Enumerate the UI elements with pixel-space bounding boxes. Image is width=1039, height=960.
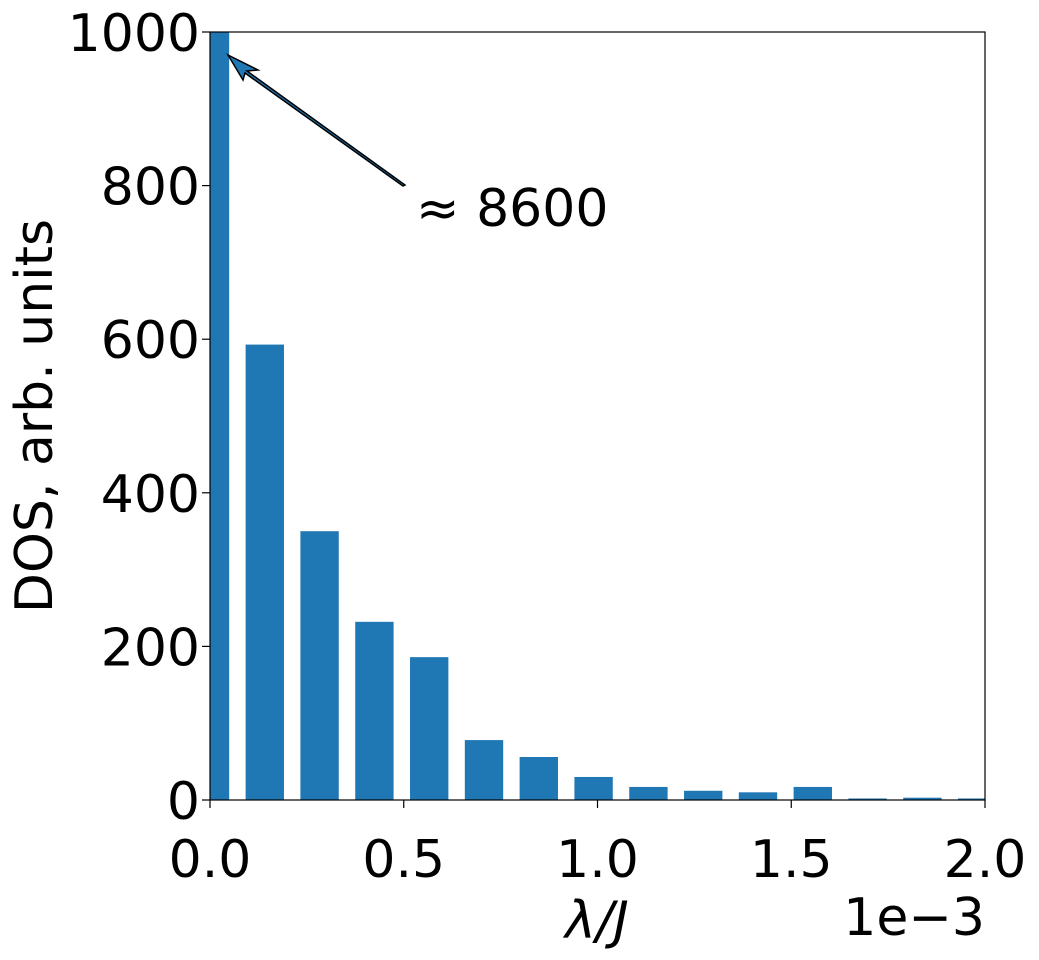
annotation: ≈ 8600	[416, 179, 608, 239]
x-tick-label: 1.0	[556, 830, 639, 890]
x-tick-label: 0.5	[362, 830, 445, 890]
bar	[300, 531, 339, 800]
x-offset-text: 1e−3	[843, 888, 985, 948]
bar	[210, 32, 230, 800]
annotation-arrow	[226, 53, 407, 187]
y-tick-label: 1000	[68, 4, 200, 64]
y-axis-label: DOS, arb. units	[5, 219, 65, 613]
bar	[958, 798, 985, 800]
x-tick-label: 2.0	[944, 830, 1027, 890]
y-tick-label: 400	[101, 465, 200, 525]
bar	[245, 344, 284, 800]
bar	[464, 740, 504, 800]
plot-area	[210, 32, 985, 800]
bar	[574, 776, 613, 800]
bar	[848, 798, 887, 800]
bar	[629, 786, 668, 800]
bar	[793, 786, 832, 800]
bar	[738, 792, 778, 800]
y-tick-label: 600	[101, 311, 200, 371]
bar	[355, 621, 394, 800]
x-tick-label: 0.0	[169, 830, 252, 890]
y-tick-label: 800	[101, 158, 200, 218]
bar	[519, 756, 558, 800]
y-tick-label: 200	[101, 618, 200, 678]
bar	[684, 790, 723, 800]
x-axis-label: λ/J	[562, 891, 629, 951]
bar	[903, 797, 942, 800]
y-tick-label: 0	[167, 772, 200, 832]
x-tick-label: 1.5	[750, 830, 833, 890]
bar	[410, 657, 449, 800]
